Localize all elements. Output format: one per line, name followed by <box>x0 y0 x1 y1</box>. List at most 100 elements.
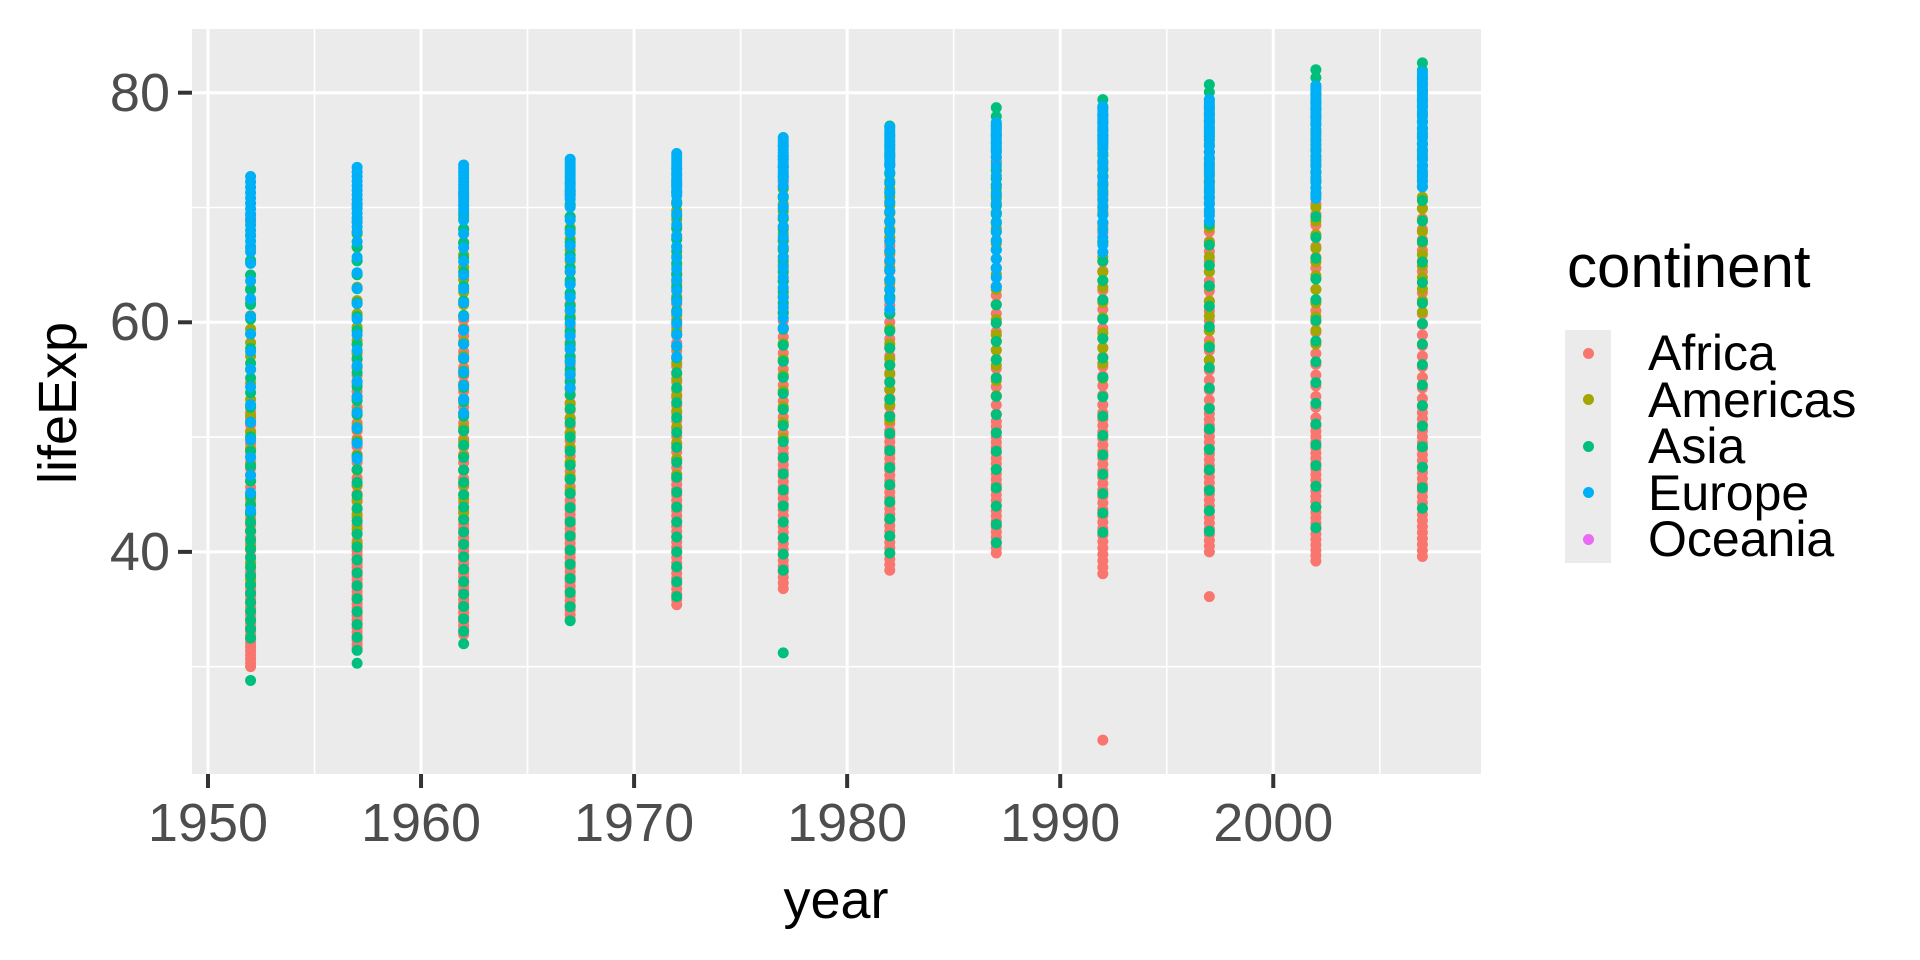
data-point <box>1097 313 1109 325</box>
legend: continent Africa Americas Asia Europe Oc… <box>1565 236 1857 564</box>
data-point <box>458 255 470 267</box>
data-point <box>1416 57 1428 69</box>
data-point <box>884 274 896 286</box>
data-point <box>351 391 363 403</box>
data-point <box>1310 314 1322 326</box>
data-point <box>884 176 896 188</box>
data-point <box>458 379 470 391</box>
data-point <box>777 355 789 367</box>
data-point <box>1416 371 1428 383</box>
legend-label-americas: Americas <box>1648 371 1857 428</box>
data-point <box>671 412 683 424</box>
data-point <box>1416 502 1428 514</box>
data-point <box>351 344 363 356</box>
data-point <box>1416 329 1428 341</box>
data-point <box>777 241 789 253</box>
data-point <box>990 197 1002 209</box>
legend-dot-oceania <box>1582 533 1594 545</box>
x-axis-title: year <box>783 870 889 930</box>
data-point <box>564 516 576 528</box>
data-point <box>671 219 683 231</box>
data-point <box>458 538 470 550</box>
data-point <box>351 554 363 566</box>
data-point <box>990 271 1002 283</box>
data-point <box>564 530 576 542</box>
data-point <box>458 338 470 350</box>
data-point <box>1203 382 1215 394</box>
data-point <box>990 170 1002 182</box>
data-point <box>1097 488 1109 500</box>
data-point <box>1416 66 1428 78</box>
data-point <box>458 600 470 612</box>
data-point <box>990 354 1002 366</box>
data-point <box>245 416 257 428</box>
data-point <box>1203 374 1215 386</box>
data-point <box>245 381 257 393</box>
data-point <box>777 564 789 576</box>
data-point <box>671 274 683 286</box>
data-point <box>351 267 363 279</box>
data-point <box>1310 294 1322 306</box>
data-point <box>1203 484 1215 496</box>
data-point <box>671 486 683 498</box>
data-point <box>1203 443 1215 455</box>
data-point <box>564 403 576 415</box>
data-point <box>671 367 683 379</box>
data-point <box>564 473 576 485</box>
data-point <box>1416 350 1428 362</box>
data-point <box>1203 79 1215 91</box>
data-point <box>884 235 896 247</box>
data-point <box>1097 333 1109 345</box>
legend-dot-americas <box>1582 394 1594 406</box>
data-point <box>671 397 683 409</box>
data-point <box>1416 194 1428 206</box>
data-point <box>245 171 257 183</box>
data-point <box>351 618 363 630</box>
data-point <box>990 372 1002 384</box>
data-point <box>245 372 257 384</box>
data-point <box>671 531 683 543</box>
data-point <box>458 297 470 309</box>
data-point <box>245 552 257 564</box>
data-point <box>1097 526 1109 538</box>
data-point <box>777 548 789 560</box>
data-point <box>458 407 470 419</box>
data-point <box>990 262 1002 274</box>
data-point <box>884 264 896 276</box>
data-point <box>564 544 576 556</box>
data-point <box>777 404 789 416</box>
data-point <box>671 285 683 297</box>
data-point <box>1310 231 1322 243</box>
data-point <box>990 399 1002 411</box>
data-point <box>245 570 257 582</box>
data-point <box>1203 591 1215 603</box>
data-point <box>245 605 257 617</box>
data-point <box>777 312 789 324</box>
data-point <box>884 186 896 198</box>
data-point <box>351 502 363 514</box>
data-point <box>351 329 363 341</box>
data-point <box>1097 352 1109 364</box>
data-point <box>777 468 789 480</box>
data-point <box>1097 294 1109 306</box>
data-point <box>1203 362 1215 374</box>
data-point <box>884 304 896 316</box>
data-point <box>990 537 1002 549</box>
y-tick-label: 40 <box>109 521 170 582</box>
data-point <box>351 375 363 387</box>
data-point <box>1416 215 1428 227</box>
data-point <box>245 614 257 626</box>
data-point <box>777 231 789 243</box>
data-point <box>1203 251 1215 263</box>
x-tick-label: 1970 <box>574 793 695 853</box>
data-point <box>671 263 683 275</box>
legend-label-africa: Africa <box>1648 325 1776 382</box>
data-point <box>884 255 896 267</box>
data-point <box>990 102 1002 114</box>
data-point <box>884 205 896 217</box>
data-point <box>990 188 1002 200</box>
data-point <box>1310 348 1322 360</box>
data-point <box>1097 399 1109 411</box>
data-point <box>1310 72 1322 84</box>
data-point <box>351 464 363 476</box>
